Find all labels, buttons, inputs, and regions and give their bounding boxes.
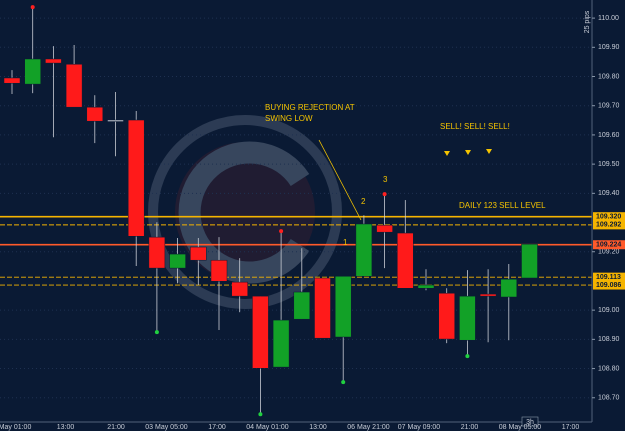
fractal-up — [279, 229, 284, 234]
scale-note: 25 pips — [584, 10, 591, 33]
candle-body — [86, 106, 104, 122]
timeframe-box — [521, 416, 539, 427]
candle-body — [45, 58, 62, 64]
candle-body — [65, 63, 83, 108]
annotation: SELL! SELL! SELL! — [440, 122, 510, 131]
y-tick-label: 109.20 — [598, 249, 620, 256]
y-tick-label: 108.80 — [598, 365, 620, 372]
candle-body — [521, 243, 538, 279]
annotation-line — [318, 139, 362, 221]
fractal-down — [341, 380, 346, 385]
y-tick-label: 110.00 — [598, 15, 619, 22]
candle-body — [376, 224, 393, 233]
fractal-up — [382, 192, 387, 197]
candle-body — [24, 58, 41, 85]
watermark-ring — [148, 115, 342, 309]
y-tick-label: 109.40 — [598, 190, 620, 197]
y-tick-label: 109.80 — [598, 73, 620, 80]
level-label: 109.086 — [596, 282, 621, 289]
candle-body — [190, 246, 207, 261]
x-tick-label: 13:00 — [309, 424, 327, 431]
x-tick-label: 17:00 — [562, 424, 580, 431]
x-tick-label: 17:00 — [208, 424, 226, 431]
watermark-c — [178, 141, 310, 284]
annotation: BUYING REJECTION AT — [265, 103, 355, 112]
level-label-bg — [593, 240, 625, 250]
fractal-down — [465, 354, 470, 359]
y-tick-label: 108.90 — [598, 336, 620, 343]
annotation: 2 — [361, 197, 366, 206]
fractal-down — [154, 330, 159, 335]
candle-body — [417, 284, 435, 289]
x-tick-label: 03 May 05:00 — [145, 424, 188, 431]
candle-body — [107, 119, 124, 122]
level-label-bg — [593, 272, 625, 282]
candle-body — [355, 223, 373, 277]
candle-body — [272, 319, 290, 368]
watermark-core — [175, 142, 315, 282]
candle-body — [334, 276, 352, 338]
level-label: 109.320 — [596, 214, 621, 221]
x-tick-label: 08 May 05:00 — [499, 424, 542, 431]
candle-body — [479, 293, 497, 297]
candle-body — [459, 295, 476, 341]
candle-body — [438, 292, 455, 340]
y-tick-label: 109.90 — [598, 44, 620, 51]
x-tick-label: 07 May 09:00 — [398, 424, 441, 431]
y-tick-label: 109.50 — [598, 161, 620, 168]
x-tick-label: 13:00 — [57, 424, 75, 431]
x-tick-label: 04 May 01:00 — [246, 424, 289, 431]
y-tick-label: 109.00 — [598, 307, 620, 314]
y-tick-label: 109.70 — [598, 103, 620, 110]
x-tick-label: 21:00 — [461, 424, 479, 431]
annotation: 3 — [383, 175, 388, 184]
fractal-up — [30, 5, 35, 10]
level-label-bg — [593, 220, 625, 230]
candle-body — [397, 232, 414, 289]
y-tick-label: 108.70 — [598, 395, 620, 402]
candle-body — [127, 119, 145, 237]
x-tick-label: 06 May 21:00 — [347, 424, 390, 431]
level-label: 109.292 — [596, 222, 621, 229]
annotation: 1 — [343, 238, 348, 247]
candle-body — [231, 281, 248, 297]
level-label-bg — [593, 212, 625, 222]
annotation: SWING LOW — [265, 114, 313, 123]
annotation: DAILY 123 SELL LEVEL — [459, 201, 546, 210]
level-label-bg — [593, 280, 625, 290]
candle-body — [500, 278, 518, 298]
candle-body — [293, 291, 311, 320]
x-tick-label: May 01:00 — [0, 424, 31, 431]
sell-arrows — [444, 149, 492, 156]
fractal-down — [258, 412, 263, 417]
timeframe: 3h — [526, 419, 534, 426]
candle-body — [169, 253, 186, 269]
watermark — [148, 115, 342, 309]
level-label: 109.224 — [596, 242, 621, 249]
candle-body — [252, 295, 269, 369]
candle-body — [314, 277, 331, 339]
y-tick-label: 109.60 — [598, 132, 620, 139]
x-tick-label: 21:00 — [107, 424, 125, 431]
level-label: 109.113 — [596, 274, 621, 281]
candle-body — [210, 259, 228, 282]
candle-body — [148, 236, 166, 269]
candle-body — [3, 77, 21, 84]
